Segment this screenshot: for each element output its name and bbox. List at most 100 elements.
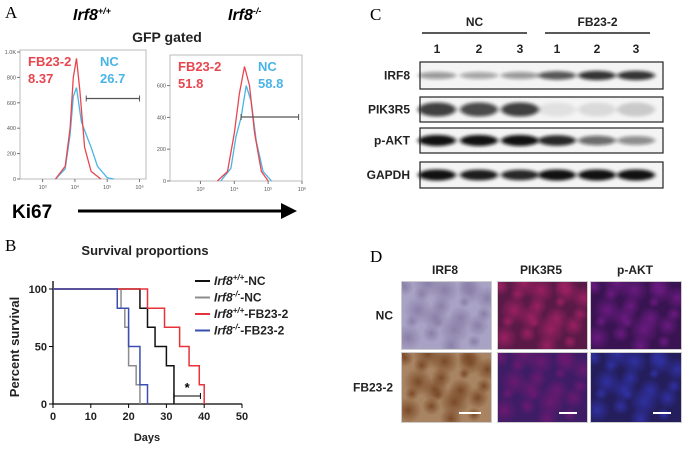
blot-band (501, 72, 539, 79)
legend-entry: Irf8-/--NC (214, 290, 262, 305)
ihc-image-nc-irf8 (401, 281, 492, 350)
y-tick-label: 400 (157, 115, 166, 121)
y-tick-label: 200 (157, 147, 166, 153)
blot-band (617, 136, 655, 145)
lane-number: 1 (554, 42, 561, 56)
y-tick-label: 100 (29, 284, 47, 296)
x-tick-label: 10 (85, 411, 97, 423)
blot-band (501, 135, 539, 146)
x-tick-label: 10³ (39, 185, 47, 191)
nc-label: NC (258, 59, 277, 74)
ihc-row-label: FB23-2 (353, 381, 393, 395)
fb23-label: FB23-2 (178, 59, 221, 74)
survival-curve-0 (53, 288, 175, 404)
y-tick-label: 1.0K (5, 50, 17, 56)
histogram-frame (19, 49, 147, 180)
panel-letter-a: A (5, 3, 18, 22)
scale-bar (459, 412, 481, 414)
blot-band (418, 169, 456, 181)
fb23-percent: 51.8 (178, 76, 203, 91)
fb23-percent: 8.37 (28, 71, 53, 86)
group-label: NC (466, 15, 484, 29)
blot-band (418, 72, 456, 79)
legend-entry: Irf8+/+-FB23-2 (214, 306, 289, 321)
blot-band (538, 169, 576, 181)
ihc-column-label: IRF8 (432, 263, 458, 277)
nc-label: NC (100, 54, 119, 69)
nc-histogram-curve (55, 87, 114, 180)
gating-label: GFP gated (132, 29, 202, 45)
title-irf8-ko: Irf8-/- (228, 6, 261, 24)
fb23-histogram-curve (216, 66, 269, 182)
ihc-image-nc-pik3r5 (497, 281, 588, 350)
fb23-label: FB23-2 (28, 54, 71, 69)
x-tick-label: 10⁴ (71, 184, 80, 191)
legend-entry: Irf8-/--FB23-2 (214, 323, 285, 338)
ihc-image-fb23-2-irf8 (401, 352, 492, 423)
x-tick-label: 20 (122, 411, 134, 423)
blot-band (418, 135, 456, 146)
histogram-frame (169, 54, 303, 182)
survival-curve-1 (53, 288, 141, 404)
blot-band (460, 169, 498, 181)
significance-star: * (185, 380, 191, 395)
y-tick-label: 600 (157, 84, 166, 90)
blot-band (578, 135, 616, 146)
nc-histogram-curve (220, 85, 272, 182)
panel-letter-d: D (370, 247, 382, 266)
panel-a: A Irf8+/+ Irf8-/- GFP gated 1.0K 800 600 40… (5, 3, 307, 223)
fb23-histogram-curve (54, 58, 102, 180)
blot-band (617, 102, 655, 117)
ki67-axis-label: Ki67 (12, 202, 52, 223)
ihc-column-label: PIK3R5 (520, 263, 562, 277)
ihc-image-fb23-2-p-akt (590, 352, 682, 423)
y-tick-label: 200 (7, 152, 16, 158)
scale-bar (559, 412, 577, 414)
y-tick-label: 50 (35, 342, 47, 354)
nc-percent: 26.7 (100, 71, 125, 86)
x-tick-label: 30 (160, 411, 172, 423)
blot-label: IRF8 (384, 69, 410, 83)
blot-band (617, 70, 655, 81)
blot-band (418, 102, 456, 117)
group-label: FB23-2 (577, 15, 617, 29)
x-axis-label: Days (134, 432, 160, 444)
panel-b: B Survival proportions Percent survival … (5, 236, 289, 444)
scale-bar (653, 412, 671, 414)
x-tick-label: 0 (50, 411, 56, 423)
lane-number: 3 (517, 42, 524, 56)
ihc-row-label: NC (376, 309, 394, 323)
panel-c: C NC FB23-2 1 2 3 1 2 3 IRF8 PIK3R5 p-AKT GAPDH (367, 5, 664, 189)
y-axis-label: Percent survival (7, 297, 22, 397)
panel-letter-c: C (370, 5, 381, 24)
blot-band (538, 102, 576, 117)
x-tick-label: 10⁶ (298, 186, 306, 193)
lane-number: 1 (434, 42, 441, 56)
blot-band (538, 135, 576, 146)
blot-band (617, 169, 655, 181)
ihc-image-nc-p-akt (590, 281, 682, 350)
x-tick-label: 10³ (196, 187, 204, 193)
lane-number: 3 (633, 42, 640, 56)
blot-band (578, 70, 616, 81)
legend-entry: Irf8+/+-NC (214, 273, 266, 288)
blot-band (538, 71, 576, 80)
panel-d: D IRF8 PIK3R5 p-AKT NC FB23-2 (353, 247, 654, 395)
blot-band (460, 135, 498, 146)
ihc-column-label: p-AKT (617, 263, 654, 277)
x-tick-label: 10⁴ (230, 186, 239, 193)
lane-number: 2 (476, 42, 483, 56)
title-irf8-wt: Irf8+/+ (73, 6, 112, 24)
survival-curve-3 (53, 288, 149, 404)
x-tick-label: 40 (198, 411, 210, 423)
x-tick-label: 10⁶ (135, 184, 143, 191)
blot-band (578, 169, 616, 181)
y-tick-label: 600 (7, 101, 16, 107)
ihc-image-fb23-2-pik3r5 (497, 352, 588, 423)
blot-label: GAPDH (367, 168, 410, 182)
blot-band (578, 102, 616, 117)
blot-label: PIK3R5 (368, 103, 410, 117)
y-tick-label: 0 (41, 399, 47, 411)
